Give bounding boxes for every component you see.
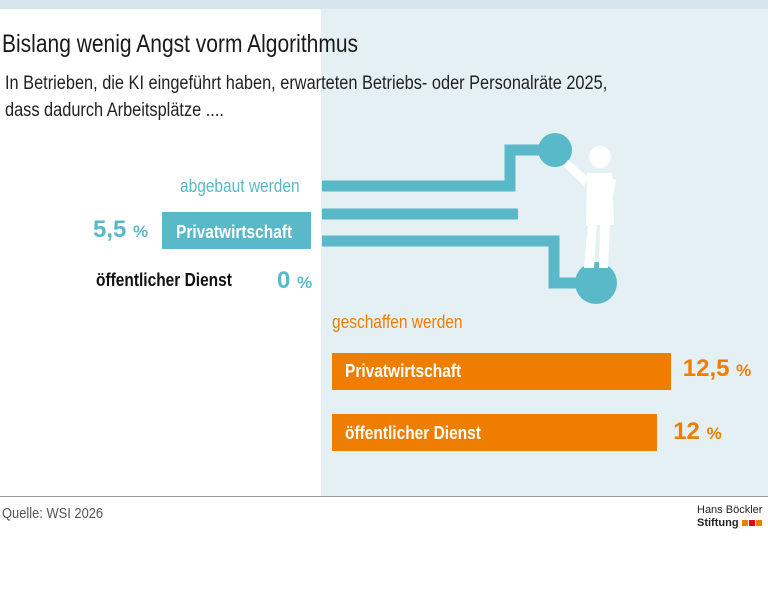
value-label-abgebaut-oeffentlicher-dienst: 0 %: [277, 267, 313, 294]
source-note: Quelle: WSI 2026: [2, 505, 104, 522]
value-label-abgebaut-privatwirtschaft: 5,5 %: [93, 216, 149, 243]
bar-geschaffen-privatwirtschaft: [332, 353, 671, 390]
bar-abgebaut-privatwirtschaft: [161, 212, 311, 249]
page-subtitle: In Betrieben, die KI eingeführt haben, e…: [5, 73, 608, 121]
category-label-geschaffen-oeffentlicher-dienst: öffentlicher Dienst: [345, 423, 481, 443]
category-label-geschaffen-privatwirtschaft: Privatwirtschaft: [345, 361, 462, 381]
logo-square-red: [749, 520, 755, 526]
page-title: Bislang wenig Angst vorm Algorithmus: [2, 30, 359, 58]
person-pushing-circle-icon: [322, 133, 617, 304]
value-label-geschaffen-privatwirtschaft: 12,5 %: [682, 355, 752, 382]
bottom-rule: [0, 496, 768, 497]
bar-geschaffen-oeffentlicher-dienst: [332, 414, 658, 451]
publisher-logo: Hans Böckler Stiftung: [697, 504, 765, 530]
connector-line-top: [322, 144, 548, 192]
legend-geschaffen: geschaffen werden: [332, 312, 463, 332]
value-label-geschaffen-oeffentlicher-dienst: 12 %: [673, 418, 722, 445]
logo-line-2: Stiftung: [697, 517, 739, 529]
connector-line-bottom: [322, 235, 590, 289]
category-label-abgebaut-privatwirtschaft: Privatwirtschaft: [176, 222, 293, 242]
logo-square-orange-2: [756, 520, 762, 526]
category-label-abgebaut-oeffentlicher-dienst: öffentlicher Dienst: [96, 270, 232, 290]
logo-square-orange: [742, 520, 748, 526]
logo-line-1: Hans Böckler: [697, 504, 763, 516]
circle-top: [538, 133, 572, 167]
top-stripe: [0, 0, 768, 9]
circle-bottom: [575, 262, 617, 304]
legend-abgebaut: abgebaut werden: [180, 176, 300, 196]
person-figure: [563, 146, 616, 268]
